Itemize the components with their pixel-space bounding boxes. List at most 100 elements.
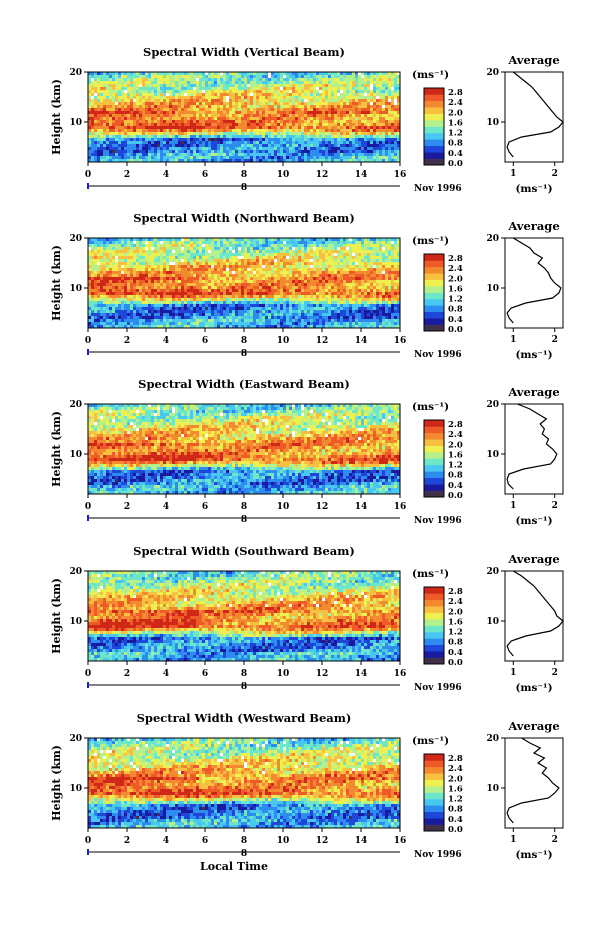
heatmap-cell	[316, 84, 320, 88]
heatmap-cell	[142, 247, 146, 251]
heatmap-cell	[166, 280, 170, 284]
heatmap-cell	[211, 250, 215, 254]
heatmap-cell	[211, 259, 215, 263]
heatmap-cell	[175, 114, 179, 118]
heatmap-cell	[307, 141, 311, 145]
heatmap-cell	[295, 99, 299, 103]
heatmap-cell	[172, 75, 176, 79]
heatmap-cell	[397, 280, 401, 284]
heatmap-cell	[151, 108, 155, 112]
heatmap-cell	[325, 256, 329, 260]
heatmap-cell	[376, 241, 380, 245]
heatmap-cell	[229, 153, 233, 157]
heatmap-cell	[295, 123, 299, 127]
heatmap-cell	[313, 241, 317, 245]
heatmap-cell	[343, 159, 347, 163]
colorbar-tick-label: 0.0	[448, 159, 463, 169]
heatmap-cell	[292, 156, 296, 160]
heatmap-cell	[172, 135, 176, 139]
heatmap-cell	[220, 102, 224, 106]
heatmap-cell	[100, 93, 104, 97]
heatmap-cell	[289, 105, 293, 109]
heatmap-cell	[331, 81, 335, 85]
heatmap-cell	[154, 93, 158, 97]
heatmap-cell	[151, 262, 155, 266]
heatmap-cell	[283, 114, 287, 118]
heatmap-cell	[157, 93, 161, 97]
heatmap-cell	[352, 265, 356, 269]
heatmap-cell	[115, 247, 119, 251]
heatmap-cell	[229, 253, 233, 257]
heatmap-cell	[289, 93, 293, 97]
heatmap-cell	[154, 84, 158, 88]
heatmap-cell	[166, 99, 170, 103]
heatmap-cell	[265, 156, 269, 160]
heatmap-cell	[244, 150, 248, 154]
heatmap-cell	[103, 84, 107, 88]
heatmap-cell	[259, 268, 263, 272]
heatmap-cell	[340, 78, 344, 82]
heatmap-cell	[352, 283, 356, 287]
heatmap-cell	[382, 244, 386, 248]
heatmap-cell	[196, 250, 200, 254]
heatmap-cell	[295, 117, 299, 121]
heatmap-cell	[202, 123, 206, 127]
heatmap-cell	[103, 262, 107, 266]
heatmap-cell	[88, 96, 92, 100]
heatmap-cell	[310, 129, 314, 133]
heatmap-cell	[334, 114, 338, 118]
heatmap-cell	[271, 102, 275, 106]
heatmap-cell	[367, 114, 371, 118]
heatmap-cell	[277, 262, 281, 266]
heatmap-cell	[253, 117, 257, 121]
heatmap-cell	[292, 256, 296, 260]
heatmap-cell	[247, 75, 251, 79]
heatmap-cell	[262, 126, 266, 130]
heatmap-cell	[397, 147, 401, 151]
heatmap-cell	[211, 72, 215, 76]
heatmap-cell	[322, 253, 326, 257]
heatmap-cell	[199, 132, 203, 136]
heatmap-cell	[376, 259, 380, 263]
heatmap-cell	[259, 144, 263, 148]
heatmap-cell	[391, 271, 395, 275]
heatmap-cell	[364, 259, 368, 263]
heatmap-cell	[178, 256, 182, 260]
heatmap-cell	[235, 129, 239, 133]
heatmap-cell	[328, 259, 332, 263]
heatmap-cell	[262, 75, 266, 79]
heatmap-cell	[361, 268, 365, 272]
heatmap-cell	[376, 141, 380, 145]
heatmap-cell	[289, 120, 293, 124]
heatmap-cell	[211, 283, 215, 287]
heatmap-cell	[133, 144, 137, 148]
heatmap-cell	[118, 238, 122, 242]
heatmap-cell	[391, 99, 395, 103]
heatmap-cell	[154, 114, 158, 118]
heatmap-cell	[142, 241, 146, 245]
y-axis-label: Height (km)	[50, 79, 63, 155]
heatmap-cell	[253, 90, 257, 94]
heatmap-cell	[166, 81, 170, 85]
heatmap-cell	[391, 84, 395, 88]
heatmap-cell	[340, 274, 344, 278]
heatmap-cell	[193, 93, 197, 97]
heatmap-cell	[109, 129, 113, 133]
heatmap-cell	[172, 147, 176, 151]
heatmap-cell	[187, 265, 191, 269]
heatmap-cell	[214, 150, 218, 154]
heatmap-cell	[226, 81, 230, 85]
heatmap-cell	[184, 241, 188, 245]
heatmap-cell	[346, 117, 350, 121]
heatmap-cell	[388, 117, 392, 121]
heatmap-cell	[280, 268, 284, 272]
heatmap-cell	[298, 283, 302, 287]
heatmap-cell	[100, 150, 104, 154]
heatmap-cell	[205, 283, 209, 287]
heatmap-cell	[298, 93, 302, 97]
heatmap-cell	[286, 144, 290, 148]
heatmap-cell	[280, 108, 284, 112]
heatmap-cell	[394, 144, 398, 148]
heatmap-cell	[184, 156, 188, 160]
heatmap-cell	[148, 268, 152, 272]
